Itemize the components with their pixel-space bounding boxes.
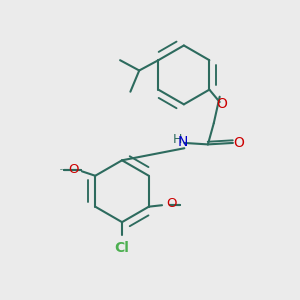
Text: O: O: [68, 164, 79, 176]
Text: Cl: Cl: [115, 241, 130, 255]
Text: methoxy: methoxy: [60, 169, 66, 170]
Text: H: H: [173, 133, 182, 146]
Text: methyl: methyl: [61, 169, 66, 170]
Text: N: N: [178, 135, 188, 149]
Text: O: O: [217, 98, 227, 111]
Text: O: O: [233, 136, 244, 150]
Text: O: O: [166, 197, 176, 210]
